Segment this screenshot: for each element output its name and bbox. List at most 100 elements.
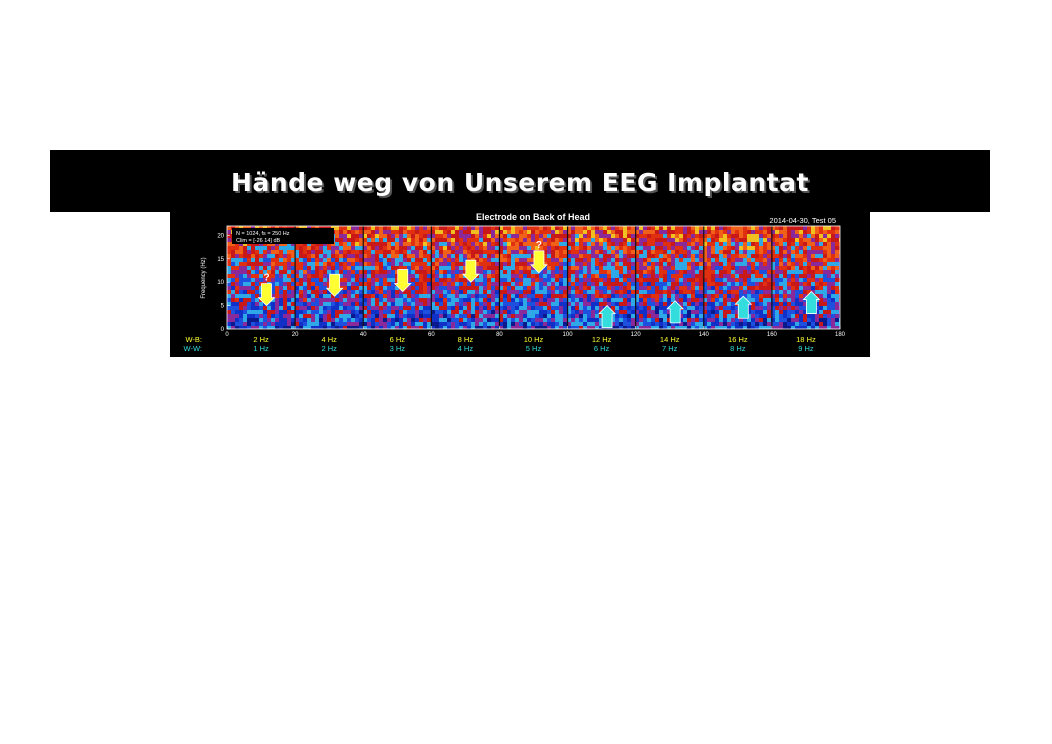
heatmap-cell — [591, 302, 595, 306]
heatmap-cell — [627, 294, 631, 298]
heatmap-cell — [235, 294, 239, 298]
heatmap-cell — [739, 258, 743, 262]
heatmap-cell — [515, 290, 519, 294]
heatmap-cell — [251, 274, 255, 278]
heatmap-cell — [255, 278, 259, 282]
heatmap-cell — [615, 262, 619, 266]
heatmap-cell — [639, 278, 643, 282]
heatmap-cell — [559, 246, 563, 250]
heatmap-cell — [319, 282, 323, 286]
heatmap-cell — [615, 282, 619, 286]
heatmap-cell — [799, 254, 803, 258]
heatmap-cell — [399, 230, 403, 234]
heatmap-cell — [463, 294, 467, 298]
heatmap-cell — [515, 258, 519, 262]
heatmap-cell — [819, 290, 823, 294]
heatmap-cell — [359, 234, 363, 238]
heatmap-cell — [267, 322, 271, 326]
heatmap-cell — [447, 310, 451, 314]
heatmap-cell — [399, 266, 403, 270]
heatmap-cell — [303, 274, 307, 278]
heatmap-cell — [227, 266, 231, 270]
heatmap-cell — [767, 326, 771, 329]
heatmap-cell — [443, 266, 447, 270]
heatmap-cell — [659, 314, 663, 318]
heatmap-cell — [783, 266, 787, 270]
heatmap-cell — [755, 266, 759, 270]
heatmap-cell — [511, 246, 515, 250]
heatmap-cell — [343, 238, 347, 242]
heatmap-cell — [795, 326, 799, 329]
heatmap-cell — [795, 322, 799, 326]
heatmap-cell — [243, 250, 247, 254]
heatmap-cell — [599, 278, 603, 282]
heatmap-cell — [359, 326, 363, 329]
heatmap-cell — [391, 234, 395, 238]
heatmap-cell — [619, 262, 623, 266]
heatmap-cell — [643, 270, 647, 274]
heatmap-cell — [315, 294, 319, 298]
heatmap-cell — [491, 262, 495, 266]
heatmap-cell — [367, 230, 371, 234]
heatmap-cell — [635, 274, 639, 278]
heatmap-cell — [587, 254, 591, 258]
heatmap-cell — [467, 254, 471, 258]
heatmap-cell — [759, 294, 763, 298]
heatmap-cell — [583, 234, 587, 238]
heatmap-cell — [471, 230, 475, 234]
heatmap-cell — [839, 286, 840, 290]
heatmap-cell — [535, 238, 539, 242]
heatmap-cell — [575, 254, 579, 258]
heatmap-cell — [655, 270, 659, 274]
heatmap-cell — [599, 238, 603, 242]
heatmap-cell — [303, 322, 307, 326]
heatmap-cell — [571, 262, 575, 266]
heatmap-cell — [531, 298, 535, 302]
heatmap-cell — [479, 314, 483, 318]
heatmap-cell — [335, 310, 339, 314]
heatmap-cell — [583, 290, 587, 294]
heatmap-cell — [643, 290, 647, 294]
heatmap-cell — [303, 254, 307, 258]
heatmap-cell — [587, 230, 591, 234]
heatmap-cell — [439, 226, 443, 230]
heatmap-cell — [795, 318, 799, 322]
heatmap-cell — [675, 226, 679, 230]
heatmap-cell — [811, 326, 815, 329]
heatmap-cell — [579, 262, 583, 266]
heatmap-cell — [475, 290, 479, 294]
heatmap-cell — [647, 266, 651, 270]
heatmap-cell — [423, 282, 427, 286]
heatmap-cell — [523, 294, 527, 298]
heatmap-cell — [559, 234, 563, 238]
heatmap-cell — [807, 322, 811, 326]
heatmap-cell — [799, 306, 803, 310]
heatmap-cell — [323, 250, 327, 254]
heatmap-cell — [679, 318, 683, 322]
heatmap-cell — [443, 250, 447, 254]
heatmap-cell — [331, 306, 335, 310]
heatmap-cell — [583, 262, 587, 266]
heatmap-cell — [787, 306, 791, 310]
heatmap-cell — [511, 238, 515, 242]
heatmap-cell — [499, 254, 503, 258]
heatmap-cell — [699, 318, 703, 322]
heatmap-cell — [243, 278, 247, 282]
heatmap-cell — [623, 282, 627, 286]
heatmap-cell — [511, 258, 515, 262]
heatmap-cell — [459, 326, 463, 329]
heatmap-cell — [659, 326, 663, 329]
heatmap-cell — [687, 310, 691, 314]
heatmap-cell — [731, 298, 735, 302]
heatmap-cell — [731, 270, 735, 274]
heatmap-cell — [239, 262, 243, 266]
heatmap-cell — [399, 306, 403, 310]
heatmap-cell — [399, 238, 403, 242]
heatmap-cell — [527, 298, 531, 302]
heatmap-cell — [255, 270, 259, 274]
heatmap-cell — [751, 258, 755, 262]
heatmap-cell — [731, 226, 735, 230]
heatmap-cell — [435, 278, 439, 282]
heatmap-cell — [471, 282, 475, 286]
heatmap-cell — [711, 238, 715, 242]
